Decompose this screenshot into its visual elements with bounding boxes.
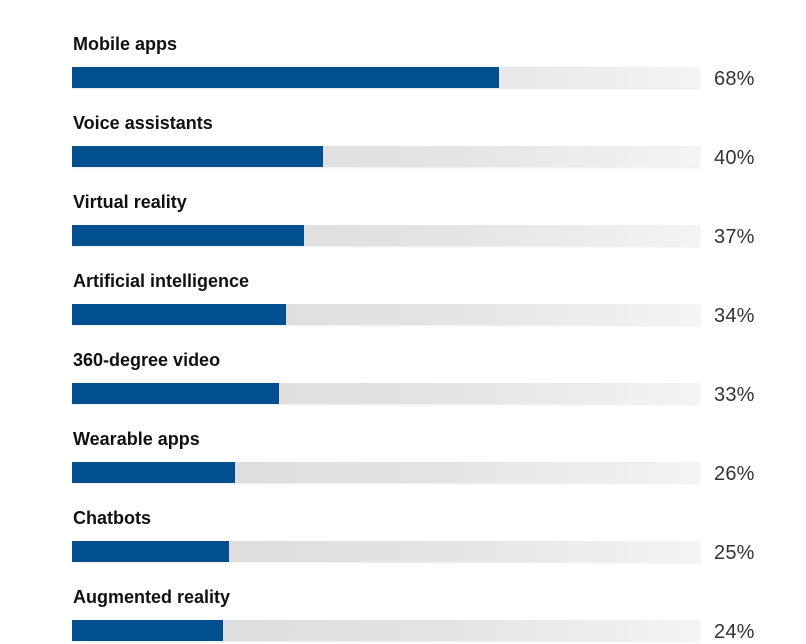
category-label: Artificial intelligence (73, 271, 250, 291)
value-label: 24% (714, 621, 755, 643)
bar-track (72, 67, 700, 88)
bar-track (72, 304, 700, 325)
category-label: Wearable apps (73, 429, 200, 449)
category-label: Voice assistants (73, 113, 213, 133)
bar-row: Artificial intelligence 34% (0, 249, 806, 328)
bar-row: Augmented reality 24% (0, 565, 806, 644)
value-label: 25% (714, 542, 755, 564)
bar (72, 541, 229, 562)
value-label: 34% (714, 305, 755, 327)
bar-track (72, 146, 700, 167)
bar-track (72, 225, 700, 246)
bar (72, 462, 235, 483)
value-label: 68% (714, 68, 755, 90)
bar (72, 225, 304, 246)
category-label: Virtual reality (73, 192, 187, 212)
bar-row: 360-degree video 33% (0, 328, 806, 407)
category-label: Chatbots (73, 508, 151, 528)
bar-row: Mobile apps 68% (0, 12, 806, 91)
category-label: 360-degree video (73, 350, 221, 370)
value-label: 37% (714, 226, 755, 248)
bar-track (72, 620, 700, 641)
value-label: 26% (714, 463, 755, 485)
bar-track (72, 383, 700, 404)
bar (72, 383, 279, 404)
bar-row: Virtual reality 37% (0, 170, 806, 249)
bar (72, 146, 323, 167)
bar (72, 67, 499, 88)
bar-row: Voice assistants 40% (0, 91, 806, 170)
value-label: 33% (714, 384, 755, 406)
bar (72, 304, 286, 325)
category-label: Mobile apps (73, 34, 178, 54)
category-label: Augmented reality (73, 587, 231, 607)
bar-row: Chatbots 25% (0, 486, 806, 565)
bar-row: Wearable apps 26% (0, 407, 806, 486)
bar-track (72, 462, 700, 483)
value-label: 40% (714, 147, 755, 169)
bar (72, 620, 223, 641)
bar-track (72, 541, 700, 562)
